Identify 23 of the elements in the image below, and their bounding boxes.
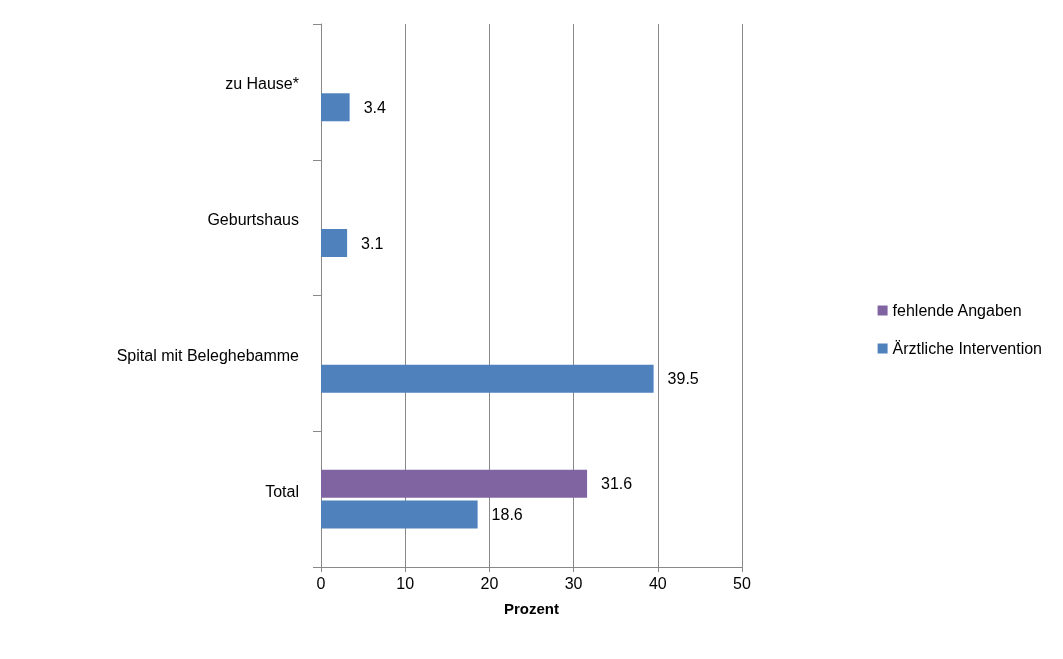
legend-label: Ärztliche Intervention — [892, 340, 1042, 357]
x-tick-label: 40 — [648, 574, 667, 592]
data-label: 31.6 — [601, 475, 633, 493]
y-tick-label: Total — [265, 482, 299, 500]
data-label: 39.5 — [667, 370, 699, 388]
x-tick-label: 0 — [316, 574, 326, 592]
legend-label: fehlende Angaben — [892, 302, 1022, 319]
x-tick-label: 20 — [480, 574, 499, 592]
bar — [321, 364, 654, 393]
x-tick-label: 10 — [396, 574, 415, 592]
data-label: 18.6 — [491, 506, 523, 524]
bar — [321, 93, 350, 122]
y-tick-label: Geburtshaus — [207, 211, 299, 229]
x-axis-title: Prozent — [503, 600, 560, 617]
data-label: 3.1 — [361, 234, 384, 252]
bar — [321, 500, 478, 529]
bar — [321, 229, 348, 258]
data-label: 3.4 — [363, 98, 386, 116]
x-tick-label: 30 — [564, 574, 583, 592]
y-tick-label: Spital mit Beleghebamme — [116, 346, 300, 364]
bar — [321, 469, 588, 498]
x-tick-label: 50 — [733, 574, 751, 592]
y-tick-label: zu Hause* — [225, 75, 299, 93]
